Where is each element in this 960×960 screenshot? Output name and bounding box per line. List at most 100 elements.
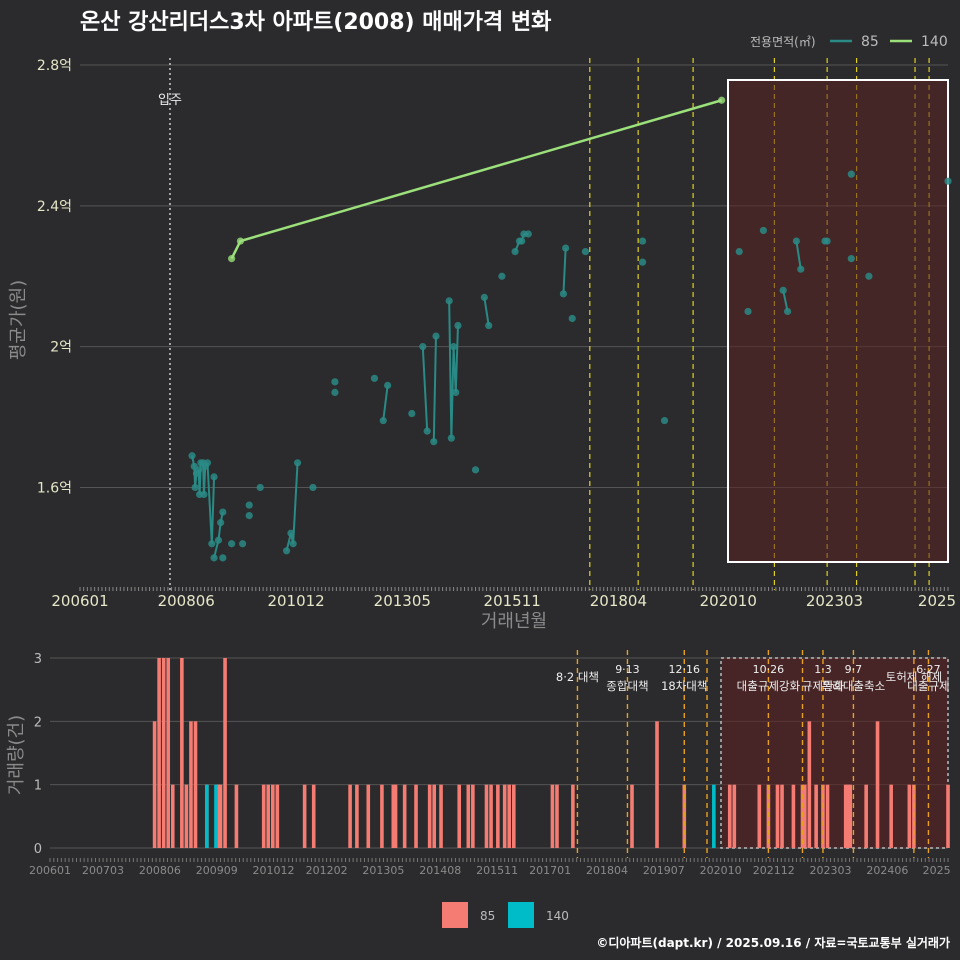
series-85-point <box>759 226 768 235</box>
legend-label-140: 140 <box>921 34 948 50</box>
volume-y-tick-label: 1 <box>34 779 42 794</box>
price-x-tick-label: 2025 <box>918 592 956 610</box>
volume-bar-85 <box>380 784 384 848</box>
volume-bar-85 <box>889 784 893 848</box>
price-x-tick-label: 202010 <box>700 592 757 610</box>
volume-bar-85 <box>391 784 396 848</box>
volume-x-tick-label: 201012 <box>253 864 295 877</box>
series-85-segment <box>382 385 389 421</box>
series-85-point <box>638 237 647 245</box>
series-85-point <box>287 529 295 537</box>
volume-bar-85 <box>864 784 868 848</box>
series-85-segment <box>795 240 802 270</box>
series-85-segment <box>454 325 459 393</box>
volume-bar-85 <box>161 658 166 848</box>
volume-bar-85 <box>266 784 271 848</box>
series-85-point <box>289 540 297 548</box>
series-85-point <box>581 248 590 256</box>
series-85-point <box>480 293 488 301</box>
volume-bar-85 <box>791 784 796 848</box>
volume-bar-85 <box>427 784 432 848</box>
volume-bar-85 <box>184 784 189 848</box>
series-85-point <box>214 536 223 544</box>
volume-y-tick-label: 0 <box>34 842 42 857</box>
volume-bar-85 <box>489 784 493 848</box>
series-85-point <box>245 511 253 520</box>
volume-bar-85 <box>757 784 762 848</box>
policy-date-label: 10·26 <box>753 663 785 676</box>
volume-bar-85 <box>907 784 912 848</box>
volume-bar-85 <box>814 784 818 848</box>
legend-swatch-85 <box>442 902 468 928</box>
series-85-segment <box>202 466 207 495</box>
volume-chart-policy-lines: 8·2 대책 9·13 종합대책 12·16 18차대책 10·26 대출규제강화 1·3 규제… <box>556 650 950 858</box>
price-chart-highlight-box <box>727 79 949 563</box>
volume-bar-85 <box>727 784 732 848</box>
series-140-point <box>718 96 726 104</box>
volume-bar-85 <box>180 658 184 848</box>
volume-bar-85 <box>471 784 475 848</box>
legend-title: 전용면적(㎡) <box>750 35 816 49</box>
volume-bar-85 <box>216 784 221 848</box>
volume-bar-85 <box>157 658 161 848</box>
series-85-point <box>485 321 493 330</box>
series-85-point <box>735 248 743 256</box>
series-85-point <box>568 314 576 323</box>
series-85-point <box>379 416 387 425</box>
series-85-segment <box>292 462 299 544</box>
series-85-point <box>847 255 855 263</box>
volume-bar-85 <box>466 784 471 848</box>
volume-bar-85 <box>457 784 462 848</box>
credit-text: ©디아파트(dapt.kr) / 2025.09.16 / 자료=국토교통부 실… <box>596 935 950 950</box>
series-85-segment <box>432 336 437 442</box>
series-85-point <box>195 466 203 474</box>
volume-x-tick-label: 200703 <box>82 864 124 877</box>
volume-bar-85 <box>439 784 443 848</box>
series-85-segment <box>483 297 490 326</box>
series-85-point <box>562 244 570 252</box>
chart-title: 온산 강산리더스3차 아파트(2008) 매매가격 변화 <box>80 10 551 35</box>
volume-bar-85 <box>780 784 784 848</box>
policy-name-label: 대출규제 <box>907 679 949 693</box>
series-85-point <box>370 374 379 382</box>
volume-bar-85 <box>189 721 193 848</box>
volume-bar-85 <box>496 784 500 848</box>
series-85-point <box>408 409 416 418</box>
price-x-tick-label: 201804 <box>590 592 647 610</box>
volume-bar-85 <box>507 784 512 848</box>
series-85-point <box>384 381 392 389</box>
series-85-segment <box>206 462 213 544</box>
volume-chart-axes: 0 1 2 3 200601 200703 200806 200909 201012 201202… <box>29 652 951 877</box>
volume-y-axis-title: 거래량(건) <box>6 715 27 795</box>
series-85-point <box>228 540 236 548</box>
volume-bar-85 <box>261 784 266 848</box>
volume-x-tick-label: 200909 <box>196 864 238 877</box>
price-y-axis-title: 평균가(원) <box>8 280 29 360</box>
volume-bar-85 <box>511 784 516 848</box>
series-85-point <box>239 540 247 548</box>
volume-bar-85 <box>152 721 157 848</box>
volume-y-tick-label: 3 <box>34 652 42 667</box>
volume-bar-140 <box>214 784 218 848</box>
volume-y-tick-label: 2 <box>34 715 42 730</box>
series-85-point <box>660 416 669 425</box>
price-x-tick-label: 200806 <box>158 592 215 610</box>
series-85-point <box>498 272 506 280</box>
series-85-point <box>200 490 208 499</box>
price-x-tick-label: 201305 <box>374 592 431 610</box>
price-x-tick-label: 200601 <box>51 592 108 610</box>
series-85-point <box>638 258 647 266</box>
legend-bottom-label-140: 140 <box>546 909 569 923</box>
volume-bar-85 <box>843 784 848 848</box>
series-85-point <box>449 343 458 351</box>
volume-bar-85 <box>223 658 227 848</box>
policy-date-label: 1·3 <box>814 663 832 676</box>
series-85-point <box>524 230 532 238</box>
volume-bar-85 <box>402 784 407 848</box>
series-85-point <box>210 554 218 562</box>
volume-x-tick-label: 202010 <box>700 864 742 877</box>
price-x-tick-label: 201012 <box>267 592 324 610</box>
policy-name-label: 대출규제강화 <box>737 679 801 693</box>
policy-name-label: 규제완화 <box>802 679 845 693</box>
